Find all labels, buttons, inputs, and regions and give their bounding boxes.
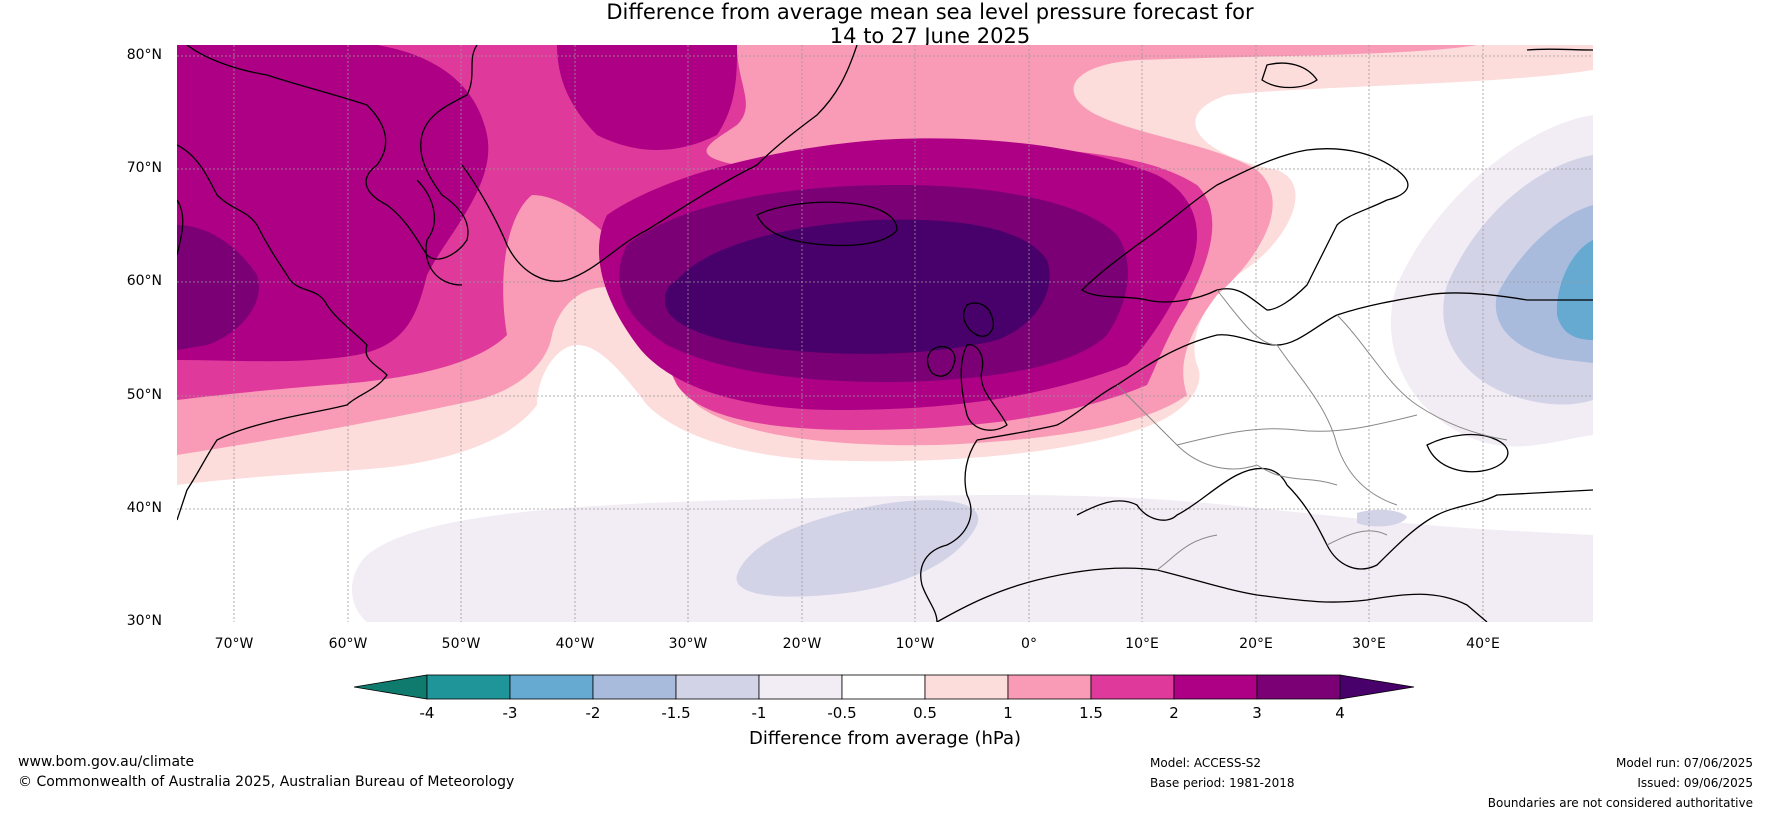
anomaly-pos-4 bbox=[665, 219, 1050, 354]
colorbar-bin bbox=[509, 674, 594, 700]
lon-label-20e: 20°E bbox=[1239, 636, 1273, 652]
colorbar-bin bbox=[1090, 674, 1175, 700]
colorbar-tick: 0.5 bbox=[913, 704, 937, 722]
disclaimer-text: Boundaries are not considered authoritat… bbox=[1487, 796, 1753, 810]
lon-label-10w: 10°W bbox=[895, 636, 935, 652]
colorbar-tick: 3 bbox=[1252, 704, 1262, 722]
anomaly-neg-05-south bbox=[352, 495, 1593, 622]
colorbar-tick: 2 bbox=[1169, 704, 1179, 722]
lon-label-60w: 60°W bbox=[328, 636, 368, 652]
lat-label-50n: 50°N bbox=[126, 387, 162, 403]
colorbar-bin bbox=[841, 674, 926, 700]
colorbar-tick: -3 bbox=[502, 704, 518, 722]
lon-label-50w: 50°W bbox=[441, 636, 481, 652]
lon-label-40w: 40°W bbox=[555, 636, 595, 652]
country-borders bbox=[1116, 289, 1508, 571]
lat-label-30n: 30°N bbox=[126, 613, 162, 629]
issued-text: Issued: 09/06/2025 bbox=[1637, 776, 1753, 790]
model-run-text: Model run: 07/06/2025 bbox=[1615, 756, 1753, 770]
base-period-text: Base period: 1981-2018 bbox=[1150, 776, 1295, 790]
colorbar-tick: -1 bbox=[751, 704, 767, 722]
graticule bbox=[177, 45, 1593, 622]
website-link[interactable]: www.bom.gov.au/climate bbox=[18, 754, 195, 770]
colorbar-bin bbox=[758, 674, 843, 700]
lon-label-0: 0° bbox=[1021, 636, 1037, 652]
colorbar-bin bbox=[592, 674, 677, 700]
lat-label-60n: 60°N bbox=[126, 273, 162, 289]
lat-label-70n: 70°N bbox=[126, 160, 162, 176]
anomaly-pos-3-west bbox=[177, 225, 259, 350]
map-title: Difference from average mean sea level p… bbox=[0, 0, 1770, 48]
colorbar-bin bbox=[1007, 674, 1092, 700]
colorbar-bin bbox=[1256, 674, 1341, 700]
colorbar-extend-high bbox=[1339, 674, 1415, 700]
anomaly-neg-1-greece bbox=[1357, 509, 1407, 527]
colorbar-label: Difference from average (hPa) bbox=[748, 728, 1022, 749]
lon-label-20w: 20°W bbox=[782, 636, 822, 652]
colorbar-extend-low bbox=[353, 674, 428, 700]
anomaly-pos-2-atlantic bbox=[557, 45, 737, 150]
colorbar bbox=[353, 672, 1420, 732]
lon-label-30w: 30°W bbox=[668, 636, 708, 652]
colorbar-tick: 1.5 bbox=[1079, 704, 1103, 722]
colorbar-tick: -1.5 bbox=[661, 704, 691, 722]
title-line-2: 14 to 27 June 2025 bbox=[829, 24, 1031, 48]
colorbar-bin bbox=[426, 674, 511, 700]
title-line-1: Difference from average mean sea level p… bbox=[606, 0, 1254, 24]
model-text: Model: ACCESS-S2 bbox=[1150, 756, 1262, 770]
lat-label-40n: 40°N bbox=[126, 500, 162, 516]
coastlines bbox=[177, 45, 1593, 622]
anomaly-neg-1-southwest bbox=[736, 500, 979, 597]
lon-label-40e: 40°E bbox=[1466, 636, 1500, 652]
anomaly-neg-2-east bbox=[1556, 240, 1593, 340]
pressure-anomaly-map bbox=[177, 45, 1593, 622]
lon-label-70w: 70°W bbox=[214, 636, 254, 652]
colorbar-bin bbox=[1173, 674, 1258, 700]
colorbar-tick: -2 bbox=[585, 704, 601, 722]
colorbar-tick: 4 bbox=[1335, 704, 1345, 722]
copyright-text: © Commonwealth of Australia 2025, Austra… bbox=[18, 774, 515, 790]
colorbar-bin bbox=[675, 674, 760, 700]
lat-label-80n: 80°N bbox=[126, 47, 162, 63]
colorbar-tick: -0.5 bbox=[827, 704, 857, 722]
lon-label-30e: 30°E bbox=[1352, 636, 1386, 652]
colorbar-tick: -4 bbox=[419, 704, 435, 722]
colorbar-tick: 1 bbox=[1003, 704, 1013, 722]
lon-label-10e: 10°E bbox=[1125, 636, 1159, 652]
colorbar-bin bbox=[924, 674, 1009, 700]
